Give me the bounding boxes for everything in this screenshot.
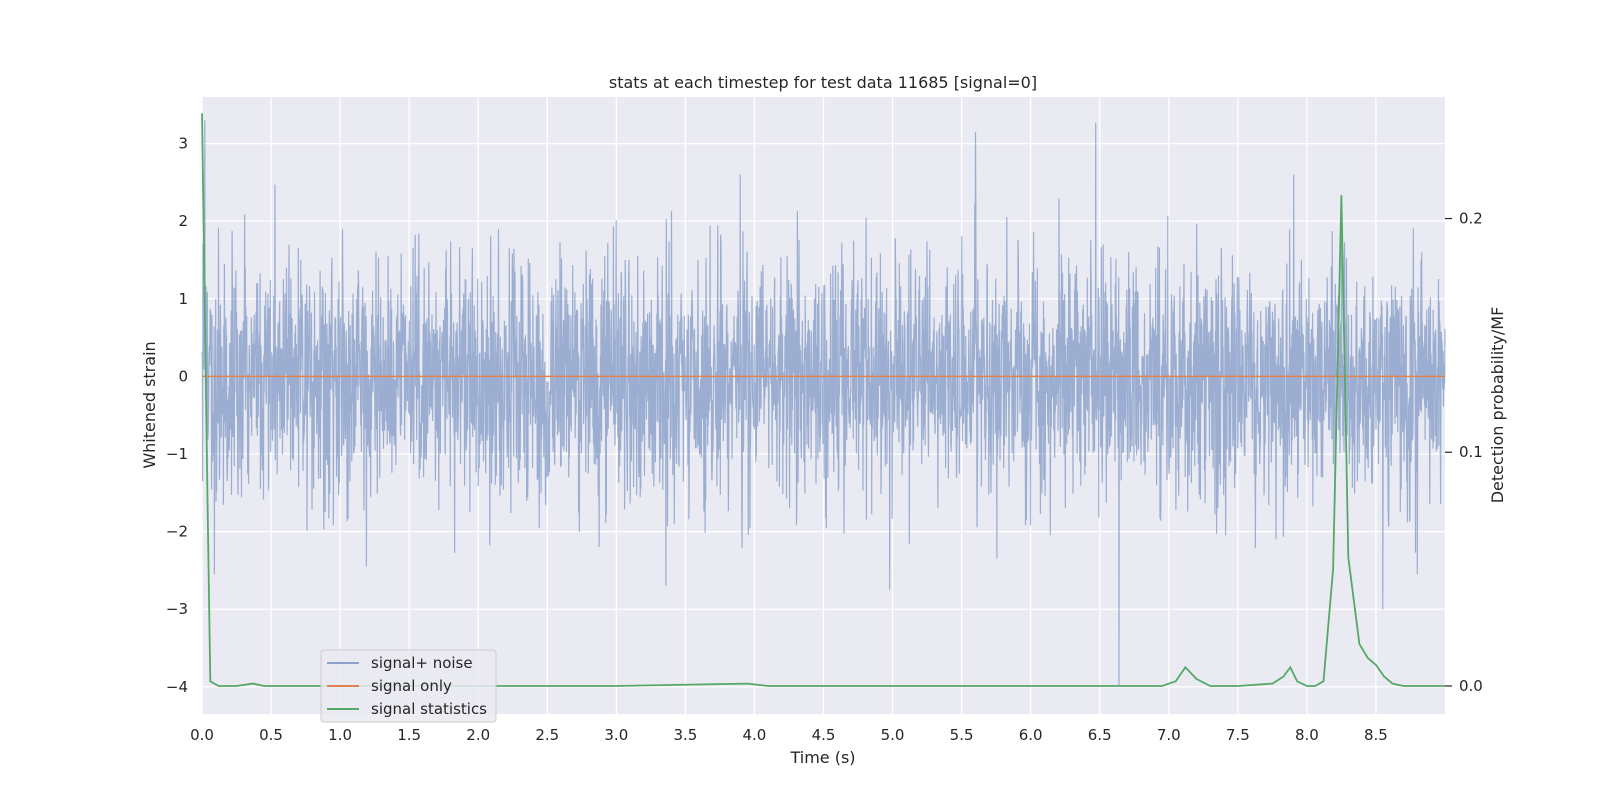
- y-tick-label: −4: [166, 678, 188, 696]
- legend-box: [320, 649, 497, 723]
- y-tick-label: 0: [178, 367, 188, 385]
- x-tick-label: 0.0: [190, 726, 214, 744]
- x-tick-label: 4.0: [743, 726, 767, 744]
- y2-tick-label: 0.2: [1459, 210, 1483, 228]
- y2-axis-label: Detection probability/MF: [1488, 307, 1507, 504]
- y-tick-label: 1: [178, 290, 188, 308]
- x-tick-label: 7.5: [1226, 726, 1250, 744]
- x-tick-label: 2.5: [535, 726, 559, 744]
- y-tick-label: 3: [178, 135, 188, 153]
- x-tick-label: 8.0: [1295, 726, 1319, 744]
- y-tick-label: −3: [166, 600, 188, 618]
- y2-tick-label: 0.0: [1459, 677, 1483, 695]
- legend: signal+ noise signal only signal statist…: [320, 649, 497, 723]
- x-tick-label: 3.5: [673, 726, 697, 744]
- x-tick-label: 0.5: [259, 726, 283, 744]
- x-tick-label: 6.0: [1019, 726, 1043, 744]
- x-tick-label: 1.0: [328, 726, 352, 744]
- series-line-signal-statistics: [201, 113, 1445, 687]
- y-tick-label: −1: [166, 445, 188, 463]
- x-axis-label: Time (s): [789, 748, 855, 767]
- x-tick-label: 5.5: [950, 726, 974, 744]
- x-tick-label: 3.0: [604, 726, 628, 744]
- x-tick-label: 5.0: [881, 726, 905, 744]
- x-tick-label: 2.0: [466, 726, 490, 744]
- x-tick-label: 7.0: [1157, 726, 1181, 744]
- chart-title: stats at each timestep for test data 116…: [609, 73, 1037, 92]
- x-tick-label: 1.5: [397, 726, 421, 744]
- x-tick-label: 6.5: [1088, 726, 1112, 744]
- x-axis-ticks: 0.0 0.5 1.0 1.5 2.0 2.5 3.0 3.5 4.0 4.5 5.0 5.5 6.0 6…: [190, 726, 1388, 744]
- x-tick-label: 4.5: [812, 726, 836, 744]
- series-layer: [201, 113, 1446, 687]
- y-tick-label: −2: [166, 523, 188, 541]
- y-axis-label: Whitened strain: [140, 341, 159, 468]
- legend-label-signal-only: signal only: [371, 677, 452, 695]
- x-tick-label: 8.5: [1364, 726, 1388, 744]
- y2-axis-ticks: 0.2 0.1 0.0: [1445, 210, 1483, 695]
- legend-label-signal-statistics: signal statistics: [371, 700, 487, 718]
- y-tick-label: 2: [178, 212, 188, 230]
- y2-tick-label: 0.1: [1459, 443, 1483, 461]
- y-axis-ticks: 3 2 1 0 −1 −2 −3 −4: [166, 135, 188, 696]
- series-line-signal-plus-noise: [201, 120, 1446, 687]
- legend-label-signal-plus-noise: signal+ noise: [371, 654, 473, 672]
